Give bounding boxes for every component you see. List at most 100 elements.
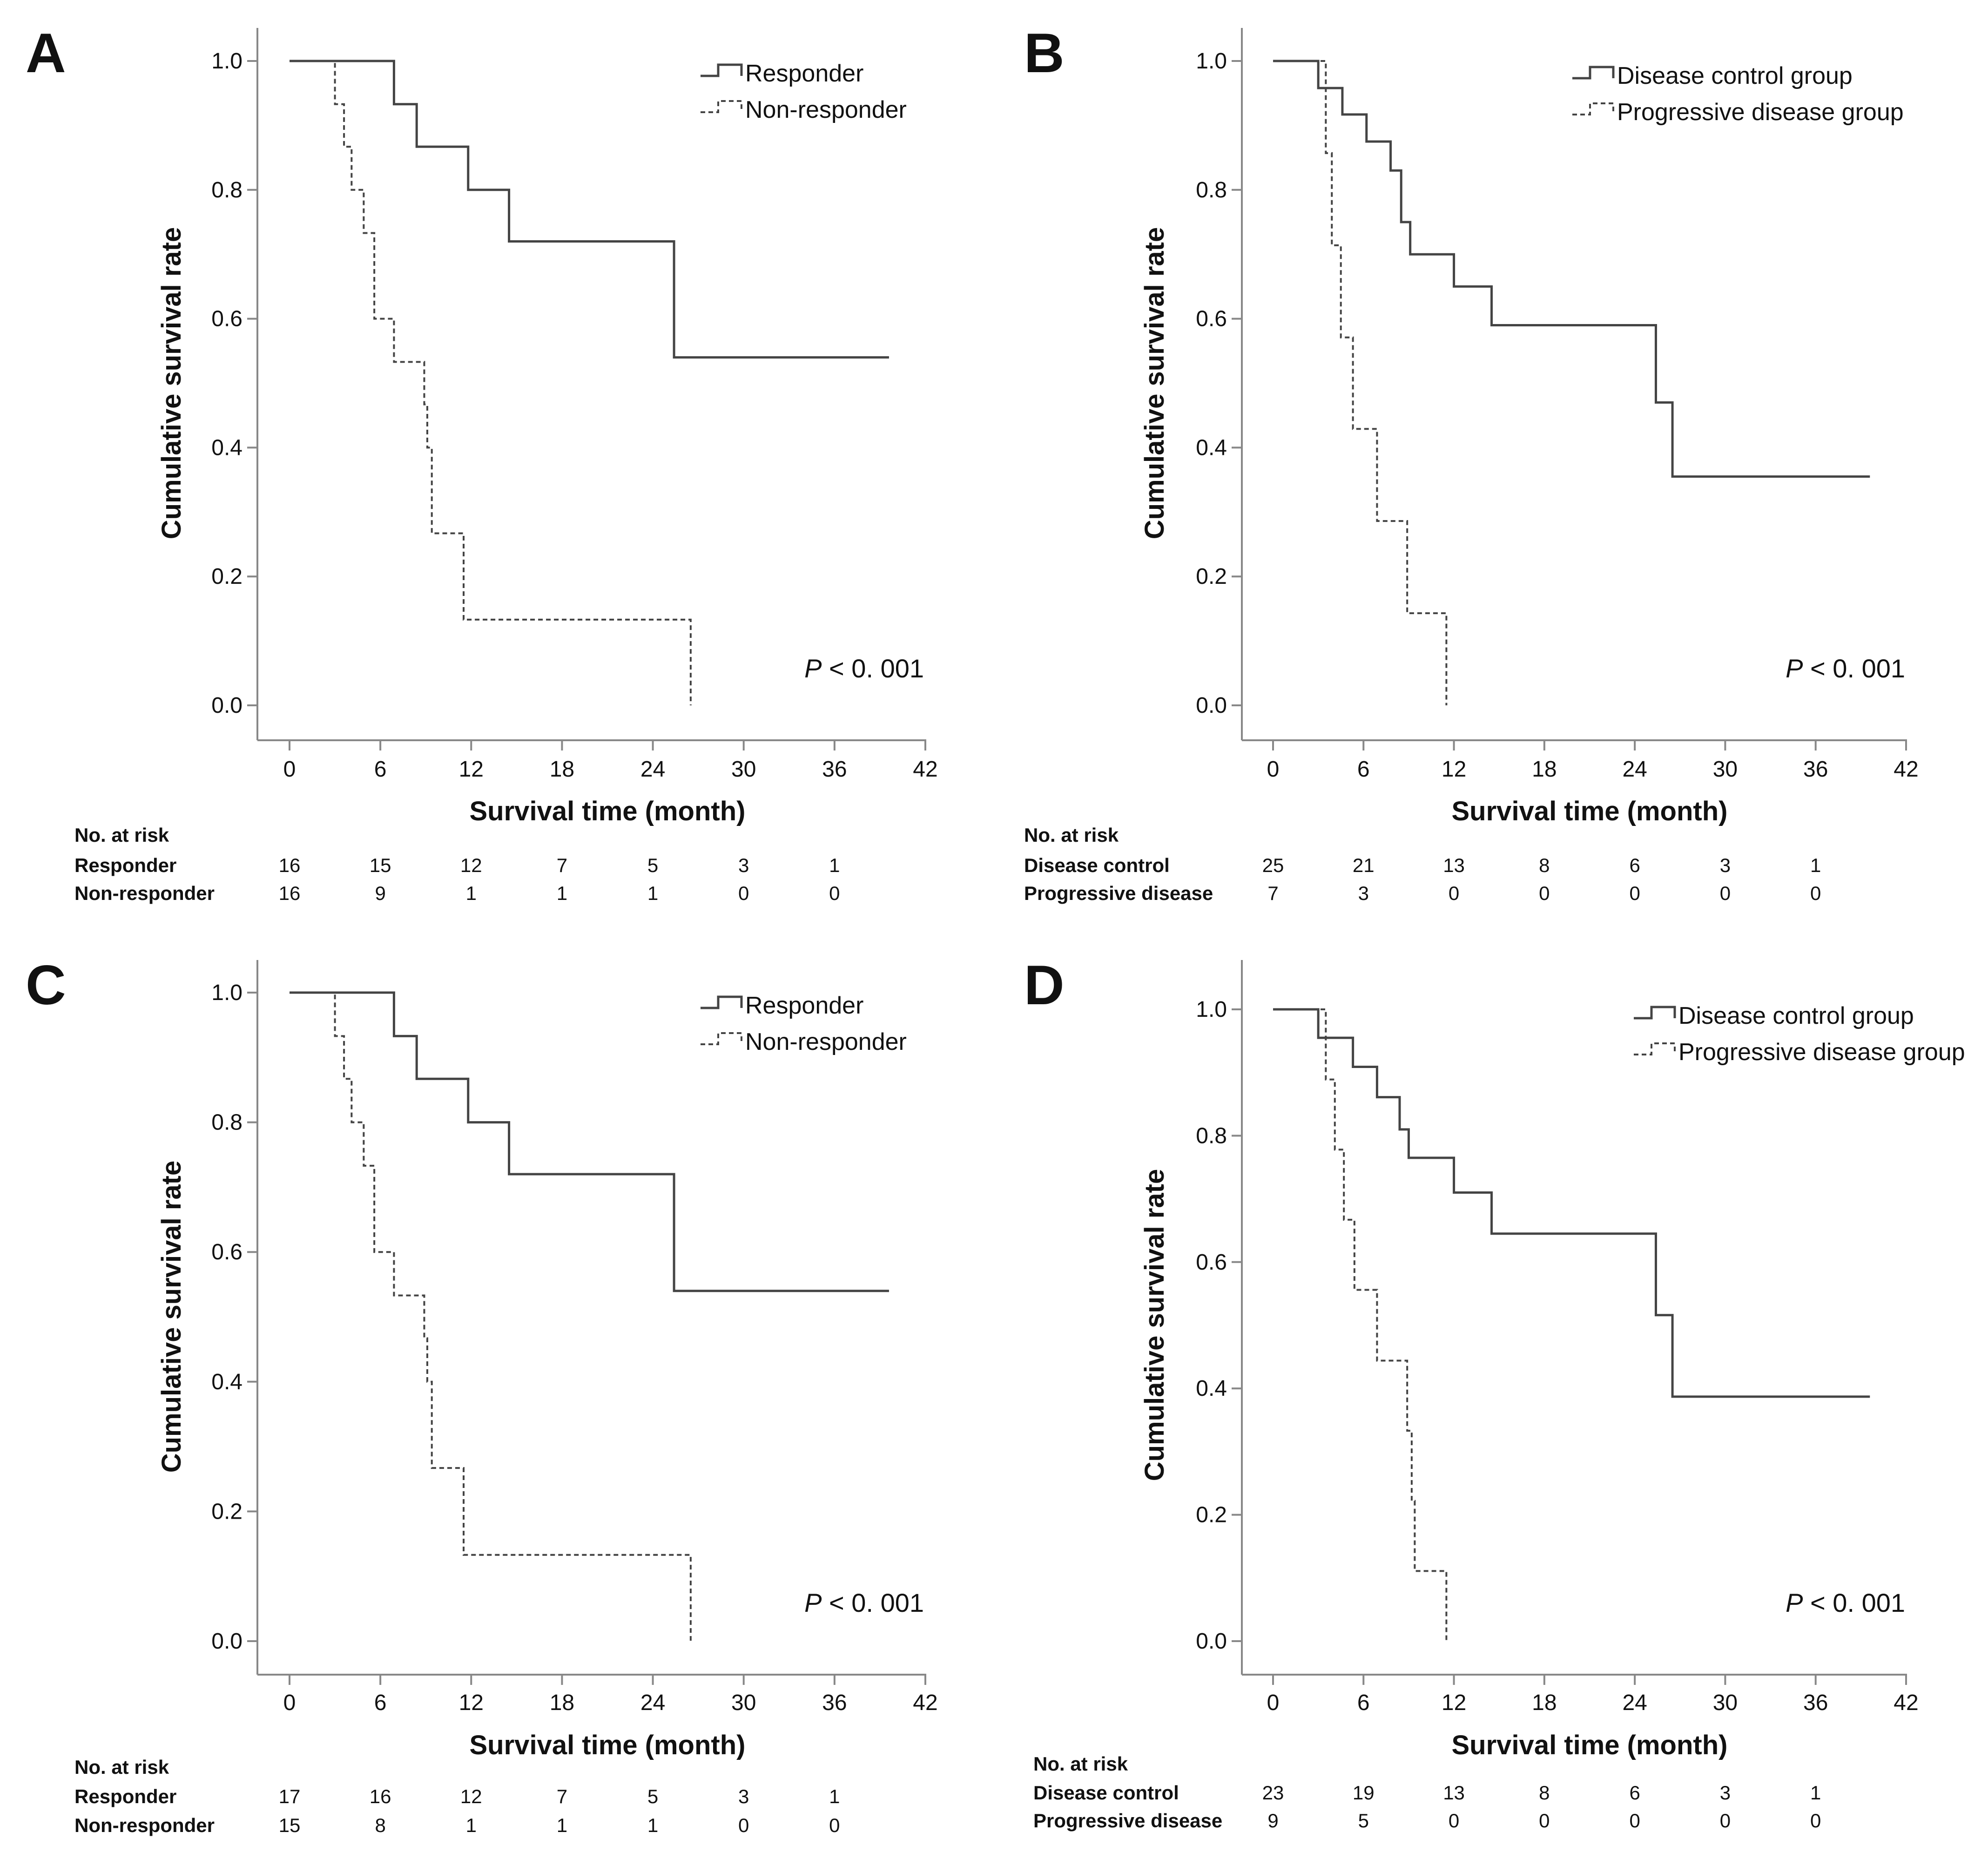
risk-count: 3 (1720, 1782, 1731, 1804)
legend-swatch-dashed (701, 1032, 742, 1045)
p-symbol: P (1786, 654, 1803, 683)
risk-row-label: Non-responder (74, 1814, 215, 1836)
legend-label: Responder (745, 60, 863, 87)
risk-row-label: Responder (74, 854, 176, 876)
x-tick-label: 36 (822, 757, 847, 782)
risk-row-label: Responder (74, 1785, 176, 1807)
y-tick-label: 0.8 (211, 178, 243, 203)
y-tick-label: 0.2 (1196, 564, 1227, 589)
risk-count: 7 (1267, 882, 1278, 904)
p-value-text: < 0. 001 (822, 654, 924, 683)
x-tick-label: 12 (459, 757, 484, 782)
x-tick-label: 6 (374, 757, 387, 782)
risk-count: 1 (647, 882, 658, 904)
risk-table-header: No. at risk (74, 1756, 169, 1778)
x-tick-label: 0 (283, 757, 296, 782)
risk-count: 9 (1267, 1810, 1278, 1832)
risk-count: 0 (738, 1814, 749, 1836)
panel-a: A0.00.20.40.60.81.00 6 12 18 24 30 36 42Surviva… (26, 22, 938, 904)
y-tick-label: 1.0 (211, 980, 243, 1005)
risk-count: 16 (279, 854, 301, 876)
risk-count: 12 (460, 854, 482, 876)
risk-count: 8 (375, 1814, 385, 1836)
risk-count: 15 (370, 854, 391, 876)
legend-swatch-solid (1634, 1006, 1676, 1020)
y-tick-label: 1.0 (1196, 49, 1227, 74)
risk-row-label: Disease control (1024, 854, 1170, 876)
y-tick-label: 0.8 (1196, 178, 1227, 203)
x-tick-label: 42 (913, 757, 937, 782)
x-tick-label: 12 (459, 1690, 484, 1715)
risk-table-header: No. at risk (74, 824, 169, 846)
legend-swatch-dashed (1634, 1042, 1676, 1055)
risk-count: 19 (1353, 1782, 1375, 1804)
p-value-text: < 0. 001 (1803, 1588, 1905, 1617)
x-axis-title: Survival time (month) (1452, 796, 1728, 826)
risk-count: 5 (647, 1785, 658, 1807)
y-tick-label: 0.0 (1196, 1629, 1227, 1654)
risk-count: 7 (557, 1785, 567, 1807)
y-tick-label: 0.2 (1196, 1503, 1227, 1528)
p-symbol: P (804, 1588, 822, 1617)
risk-count: 0 (1449, 882, 1459, 904)
x-tick-label: 24 (1622, 1690, 1647, 1715)
legend-swatch-solid (1572, 66, 1615, 80)
x-tick-label: 24 (1622, 757, 1647, 782)
panel-c: C0.00.20.40.60.81.00 6 12 18 24 30 36 42Surviva… (26, 954, 938, 1836)
y-tick-label: 0.0 (211, 1629, 243, 1654)
legend-swatch-dashed (701, 100, 742, 113)
legend-label: Progressive disease group (1617, 99, 1904, 126)
legend-swatch-solid (701, 995, 743, 1009)
risk-row-label: Progressive disease (1024, 882, 1213, 904)
x-axis-title: Survival time (month) (470, 796, 746, 826)
risk-count: 1 (829, 854, 840, 876)
x-tick-label: 42 (913, 1690, 937, 1715)
y-axis-title: Cumulative survival rate (156, 1161, 187, 1473)
x-tick-label: 36 (822, 1690, 847, 1715)
x-tick-label: 18 (1532, 757, 1557, 782)
risk-count: 12 (460, 1785, 482, 1807)
risk-count: 0 (829, 1814, 840, 1836)
risk-count: 8 (1539, 854, 1550, 876)
panel-letter: A (26, 22, 66, 84)
risk-count: 1 (829, 1785, 840, 1807)
risk-count: 5 (647, 854, 658, 876)
x-tick-label: 0 (1267, 1690, 1280, 1715)
legend-label: Progressive disease group (1678, 1039, 1965, 1066)
p-value: P < 0. 001 (1786, 1588, 1905, 1617)
panel-b: B0.00.20.40.60.81.00 6 12 18 24 30 36 42Surviva… (1024, 22, 1919, 904)
y-tick-label: 0.2 (211, 564, 243, 589)
risk-count: 0 (1720, 1810, 1731, 1832)
risk-count: 0 (1449, 1810, 1459, 1832)
risk-count: 0 (1810, 882, 1821, 904)
panel-letter: B (1024, 22, 1065, 84)
risk-count: 3 (1358, 882, 1369, 904)
y-tick-label: 0.4 (1196, 1376, 1227, 1401)
x-tick-label: 24 (640, 757, 665, 782)
risk-count: 1 (647, 1814, 658, 1836)
legend-swatch-dashed (1572, 102, 1614, 115)
solid-survival-curve (290, 60, 889, 359)
risk-count: 15 (279, 1814, 301, 1836)
risk-count: 6 (1629, 1782, 1640, 1804)
x-tick-label: 18 (550, 1690, 574, 1715)
x-tick-label: 42 (1894, 757, 1918, 782)
legend-label: Responder (745, 992, 863, 1019)
x-tick-label: 30 (1713, 1690, 1738, 1715)
risk-count: 0 (1629, 882, 1640, 904)
risk-count: 3 (738, 854, 749, 876)
x-tick-label: 30 (1713, 757, 1738, 782)
p-symbol: P (1786, 1588, 1803, 1617)
x-tick-label: 6 (1357, 757, 1370, 782)
y-tick-label: 0.8 (211, 1110, 243, 1135)
risk-count: 0 (738, 882, 749, 904)
p-value-text: < 0. 001 (822, 1588, 924, 1617)
panel-letter: D (1024, 954, 1065, 1016)
risk-count: 25 (1262, 854, 1284, 876)
y-axis-title: Cumulative survival rate (1139, 227, 1170, 540)
panel-d: D0.00.20.40.60.81.00 6 12 18 24 30 36 42Surviva… (1024, 954, 1965, 1832)
y-tick-label: 0.0 (211, 693, 243, 718)
risk-count: 0 (1810, 1810, 1821, 1832)
dashed-survival-curve (290, 60, 692, 705)
legend-swatch-solid (701, 63, 743, 77)
